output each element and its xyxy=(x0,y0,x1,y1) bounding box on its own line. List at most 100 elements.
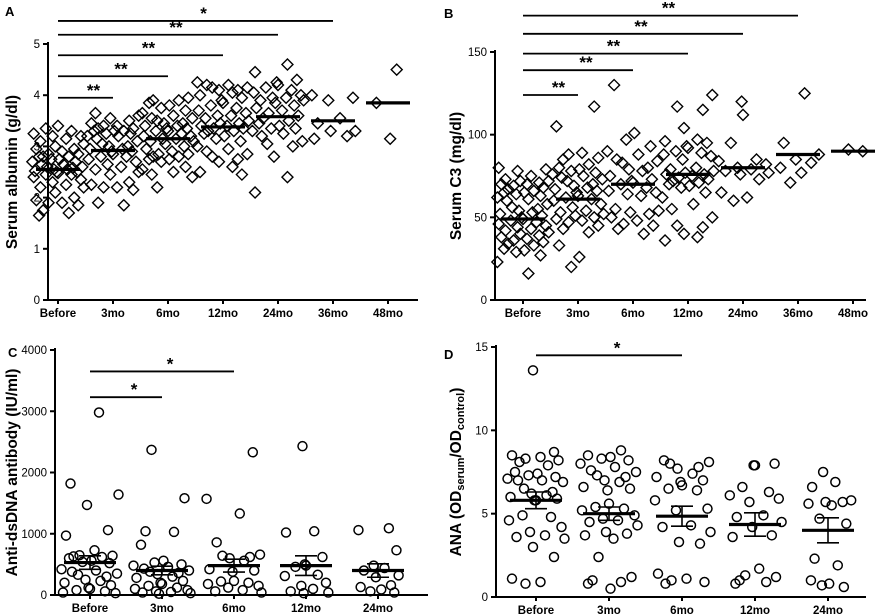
panel-B: 0 50 100 150 Before 3mo 6mo 12mo 24mo 36mo 48mo Ser… xyxy=(444,0,875,320)
panel-letter: B xyxy=(444,6,453,21)
data-point xyxy=(578,481,589,493)
data-point xyxy=(205,150,219,164)
data-point xyxy=(605,583,616,594)
data-point xyxy=(176,559,187,570)
data-point xyxy=(243,577,254,588)
data-point xyxy=(117,198,131,212)
data-point xyxy=(693,461,704,473)
x-category-label: 3mo xyxy=(101,308,125,320)
data-point xyxy=(557,476,569,488)
data-point xyxy=(145,111,159,125)
data-point xyxy=(841,143,855,157)
data-point xyxy=(48,139,62,153)
data-point xyxy=(297,93,311,107)
data-point xyxy=(282,114,296,128)
x-category-label: 12mo xyxy=(740,605,770,615)
data-point xyxy=(589,166,603,180)
data-point xyxy=(179,160,193,174)
data-point xyxy=(503,515,515,526)
data-point xyxy=(575,146,589,160)
data-point xyxy=(662,177,676,191)
data-point xyxy=(254,549,266,560)
data-point xyxy=(803,498,814,509)
data-point xyxy=(80,129,94,143)
data-point xyxy=(305,88,319,102)
data-point xyxy=(103,111,117,125)
data-point xyxy=(348,124,362,138)
data-point xyxy=(200,78,214,92)
data-point xyxy=(735,95,749,109)
data-point xyxy=(323,587,334,598)
data-point xyxy=(149,557,160,568)
data-point xyxy=(124,127,138,141)
x-category-label: 48mo xyxy=(373,308,403,320)
data-point xyxy=(279,570,291,582)
data-point xyxy=(752,172,766,186)
data-point xyxy=(222,582,234,593)
y-tick-label: 2000 xyxy=(21,468,47,480)
panel-B-group-Before xyxy=(490,161,556,281)
data-point xyxy=(137,129,151,143)
data-point xyxy=(321,93,335,107)
data-point xyxy=(572,250,586,264)
data-point xyxy=(614,476,625,488)
data-point xyxy=(621,187,635,201)
data-point xyxy=(94,150,108,164)
data-point xyxy=(505,200,519,214)
data-point xyxy=(536,475,548,486)
data-point xyxy=(512,204,526,218)
data-point xyxy=(545,511,557,523)
data-point xyxy=(156,132,170,146)
data-point xyxy=(27,170,41,184)
data-point xyxy=(259,81,273,95)
x-category-label: 3mo xyxy=(566,308,590,320)
data-point xyxy=(383,522,395,534)
panel-C-group-6mo xyxy=(201,447,267,598)
data-point xyxy=(744,162,758,176)
y-tick-label: 1000 xyxy=(21,529,47,541)
data-point xyxy=(809,553,820,564)
data-point xyxy=(170,119,184,133)
data-point xyxy=(270,75,284,89)
data-point xyxy=(820,496,831,508)
data-point xyxy=(161,124,175,138)
data-point xyxy=(609,461,621,473)
data-point xyxy=(185,587,196,599)
data-point xyxy=(231,83,245,97)
data-point xyxy=(253,580,264,592)
data-point xyxy=(102,524,114,536)
data-point xyxy=(660,578,671,589)
data-point xyxy=(57,587,69,598)
data-point xyxy=(605,451,616,463)
data-point xyxy=(230,101,243,115)
data-point xyxy=(132,165,146,179)
data-point xyxy=(699,576,710,588)
data-point xyxy=(549,212,563,226)
data-point xyxy=(39,121,53,135)
data-point xyxy=(181,91,195,105)
data-point xyxy=(542,225,556,239)
data-point xyxy=(59,577,70,588)
panel-D-group-Before xyxy=(502,365,570,589)
data-point xyxy=(248,65,262,79)
data-point xyxy=(591,151,605,165)
data-point xyxy=(111,568,123,579)
data-point xyxy=(225,86,239,100)
x-category-label: 24mo xyxy=(813,605,843,615)
data-point xyxy=(837,496,848,508)
data-point xyxy=(658,233,672,247)
data-point xyxy=(687,468,698,479)
data-point xyxy=(753,563,765,574)
x-category-label: 3mo xyxy=(150,603,174,615)
data-point xyxy=(701,172,715,186)
data-point xyxy=(290,73,304,87)
data-point xyxy=(142,96,156,110)
data-point xyxy=(548,182,562,196)
x-category-label: Before xyxy=(505,308,541,320)
data-point xyxy=(555,171,569,185)
data-point xyxy=(591,219,605,233)
data-point xyxy=(770,571,782,583)
data-point xyxy=(217,129,231,143)
data-point xyxy=(564,164,578,178)
panel-D: 0 5 10 15 Before 3mo 6mo 12mo 24mo ANA (ODserum/O… xyxy=(444,338,866,615)
